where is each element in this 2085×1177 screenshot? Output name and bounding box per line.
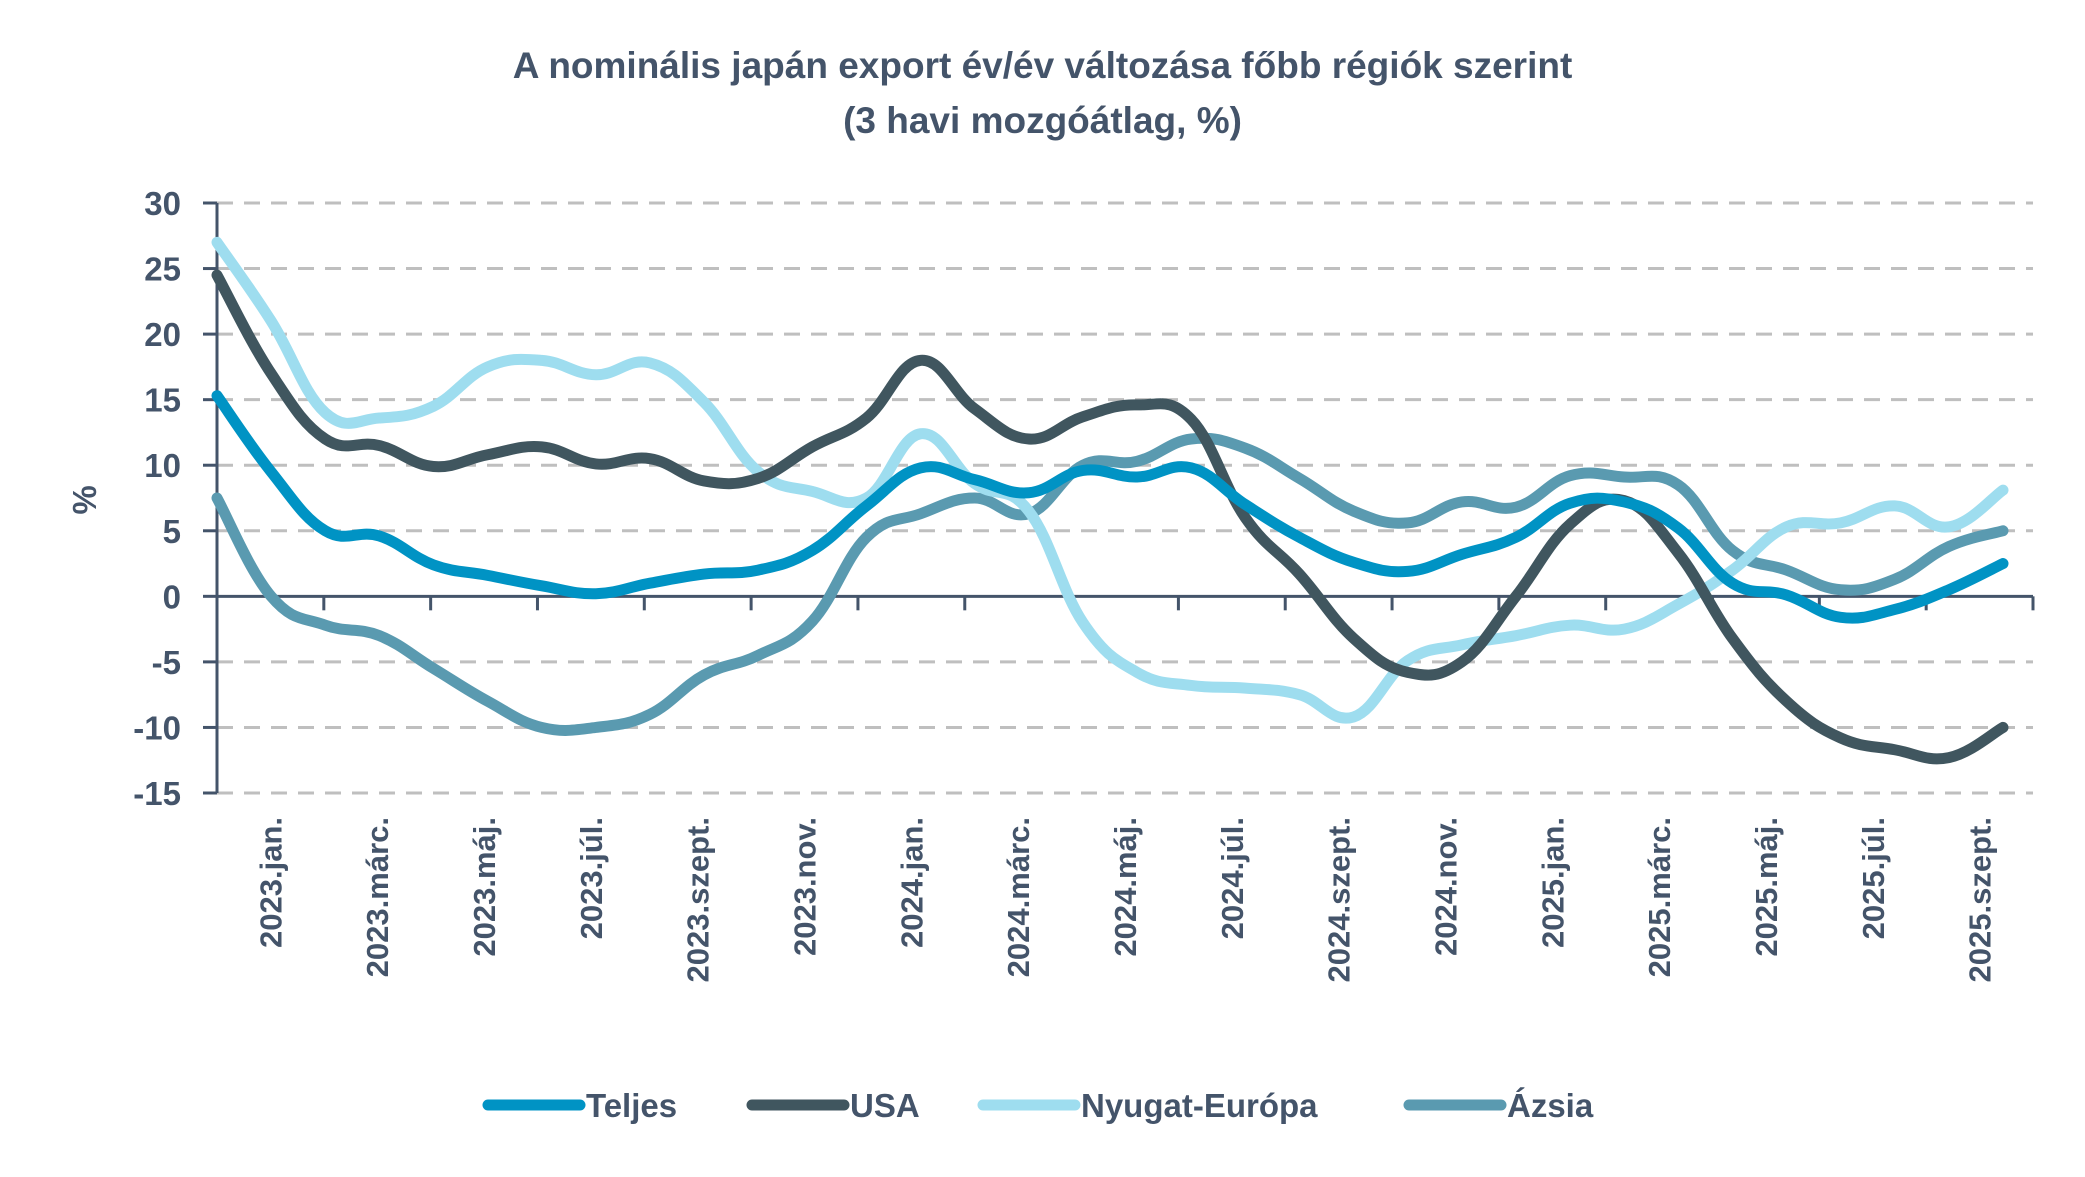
y-axis-title: %: [66, 485, 103, 514]
legend-item-nyugat-eur-pa: Nyugat-Európa: [977, 1087, 1318, 1124]
x-tick-label: 2024.márc.: [1001, 817, 1036, 977]
x-tick-label: 2025.jan.: [1535, 817, 1570, 948]
x-tick-label: 2025.szept.: [1963, 817, 1998, 982]
x-tick-labels: 2023.jan. 2023.márc. 2023.máj. 2023.júl. 202…: [253, 817, 1997, 982]
gridlines: [217, 201, 2033, 795]
legend-label: Nyugat-Európa: [1081, 1087, 1318, 1124]
y-tick-label: 10: [144, 447, 181, 484]
x-tick-label: 2023.márc.: [360, 817, 395, 977]
x-tick-label: 2023.jan.: [253, 817, 288, 948]
x-tick-label: 2025.márc.: [1642, 817, 1677, 977]
y-tick-label: 30: [144, 185, 181, 222]
chart-title: A nominális japán export év/év változása…: [0, 38, 2085, 148]
x-tick-label: 2024.nov.: [1428, 817, 1463, 956]
x-tick-label: 2023.szept.: [681, 817, 716, 982]
y-tick-label: 15: [144, 382, 181, 419]
x-tick-label: 2023.júl.: [574, 817, 609, 939]
y-tick-label: 0: [163, 578, 181, 615]
x-tick-label: 2024.jan.: [894, 817, 929, 948]
y-tick-label: 5: [163, 513, 181, 550]
chart-title-line1: A nominális japán export év/év változása…: [512, 45, 1573, 86]
x-tick-label: 2024.máj.: [1108, 817, 1143, 957]
series-lines: [211, 236, 2009, 765]
legend: Teljes USA Nyugat-Európa Ázsia: [482, 1087, 1594, 1124]
x-tick-label: 2024.júl.: [1215, 817, 1250, 939]
legend-label: Teljes: [586, 1087, 677, 1124]
y-tick-label: -10: [133, 709, 181, 746]
y-tick-labels: 30 25 20 15 10 5 0 -5 -10 -15: [133, 185, 181, 812]
legend-item-teljes: Teljes: [482, 1087, 677, 1124]
y-tick-label: -5: [152, 644, 181, 681]
legend-label: Ázsia: [1507, 1087, 1594, 1124]
x-tick-label: 2023.nov.: [788, 817, 823, 956]
y-tick-label: -15: [133, 775, 181, 812]
series-line-usa: [211, 269, 2009, 765]
axes: [203, 201, 2035, 795]
series-line-teljes: [211, 390, 2009, 624]
legend-item--zsia: Ázsia: [1403, 1087, 1594, 1124]
legend-label: USA: [850, 1087, 920, 1124]
x-tick-label: 2023.máj.: [467, 817, 502, 957]
x-tick-label: 2025.máj.: [1749, 817, 1784, 957]
y-tick-label: 25: [144, 251, 181, 288]
chart-subtitle: (3 havi mozgóátlag, %): [843, 100, 1242, 141]
y-tick-label: 20: [144, 316, 181, 353]
x-tick-label: 2024.szept.: [1322, 817, 1357, 982]
legend-item-usa: USA: [746, 1087, 920, 1124]
x-tick-label: 2025.júl.: [1856, 817, 1891, 939]
